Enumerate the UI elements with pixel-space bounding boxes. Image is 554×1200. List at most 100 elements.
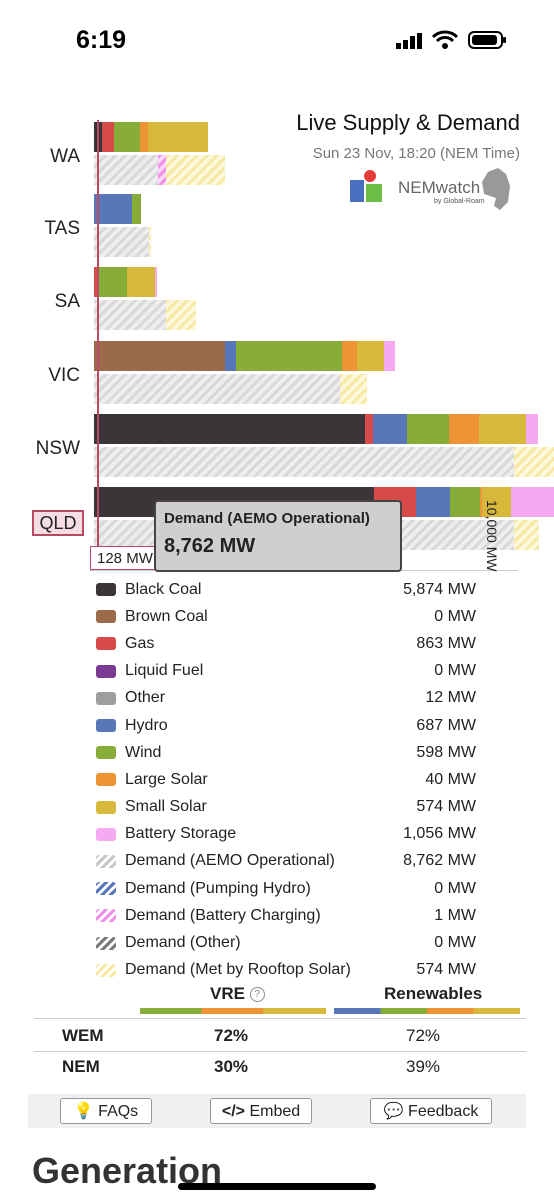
region-label-nsw[interactable]: NSW (35, 438, 80, 459)
legend-item[interactable]: Battery Storage 1,056 MW (96, 821, 476, 848)
legend-value: 574 MW (416, 961, 476, 979)
bar-vic-large-solar[interactable] (342, 341, 357, 371)
legend-swatch (96, 746, 116, 760)
legend-value: 598 MW (416, 743, 476, 761)
demand-bar-wa[interactable] (166, 155, 226, 185)
legend-swatch (96, 909, 116, 923)
bar-nsw-gas[interactable] (365, 414, 373, 444)
bar-wa-gas[interactable] (101, 122, 115, 152)
bar-wa-small-solar[interactable] (148, 122, 208, 152)
legend-value: 574 MW (416, 798, 476, 816)
bar-vic-battery-storage[interactable] (384, 341, 396, 371)
legend-item[interactable]: Brown Coal 0 MW (96, 603, 476, 630)
legend-item[interactable]: Other 12 MW (96, 685, 476, 712)
help-icon[interactable]: ? (249, 987, 265, 1002)
legend-label: Black Coal (125, 580, 202, 598)
bar-sa-small-solar[interactable] (127, 267, 155, 297)
demand-bar-nsw[interactable] (94, 447, 514, 477)
legend-label: Gas (125, 634, 155, 652)
bar-qld-hydro[interactable] (416, 487, 451, 517)
bar-qld-battery-storage[interactable] (511, 487, 554, 517)
bar-nsw-wind[interactable] (406, 414, 450, 444)
bar-sa-gas[interactable] (94, 267, 98, 297)
legend-value: 0 MW (434, 607, 476, 625)
signal-icon (396, 33, 422, 49)
bar-qld-small-solar[interactable] (481, 487, 512, 517)
legend-label: Brown Coal (125, 607, 208, 625)
legend-item[interactable]: Large Solar 40 MW (96, 766, 476, 793)
demand-bar-tas[interactable] (149, 227, 152, 257)
legend-item[interactable]: Liquid Fuel 0 MW (96, 658, 476, 685)
demand-bar-wa[interactable] (94, 155, 158, 185)
logo-text: NEMwatch (398, 178, 481, 197)
bar-vic-wind[interactable] (236, 341, 343, 371)
renewables-colorbar (334, 1008, 520, 1014)
bar-wa-wind[interactable] (114, 122, 140, 152)
legend-item[interactable]: Demand (AEMO Operational) 8,762 MW (96, 848, 476, 875)
legend-value: 0 MW (434, 934, 476, 952)
bar-vic-small-solar[interactable] (356, 341, 385, 371)
tooltip-value: 8,762 MW (164, 535, 256, 557)
demand-bar-sa[interactable] (94, 300, 167, 330)
bar-sa-battery-storage[interactable] (154, 267, 157, 297)
legend-item[interactable]: Black Coal 5,874 MW (96, 576, 476, 603)
renewables-header: Renewables (384, 984, 483, 1003)
region-label-sa[interactable]: SA (54, 291, 80, 312)
legend-label: Hydro (125, 716, 168, 734)
bar-nsw-small-solar[interactable] (478, 414, 526, 444)
feedback-button[interactable]: 💬 Feedback (370, 1098, 492, 1124)
vre-header: VRE ? (210, 984, 265, 1004)
legend-swatch (96, 610, 116, 624)
demand-bar-nsw[interactable] (513, 447, 554, 477)
demand-bar-vic[interactable] (339, 374, 368, 404)
legend-label: Large Solar (125, 770, 208, 788)
legend-item[interactable]: Demand (Met by Rooftop Solar) 574 MW (96, 957, 476, 984)
legend-swatch (96, 827, 116, 841)
vre-colorbar (140, 1008, 326, 1014)
legend-value: 8,762 MW (403, 852, 476, 870)
bar-qld-large-solar[interactable] (479, 487, 482, 517)
legend-label: Demand (Pumping Hydro) (125, 879, 311, 897)
bar-nsw-black-coal[interactable] (94, 414, 366, 444)
demand-bar-vic[interactable] (94, 374, 340, 404)
region-label-tas[interactable]: TAS (44, 218, 80, 239)
demand-bar-tas[interactable] (94, 227, 150, 257)
code-icon: </> (221, 1103, 245, 1120)
legend-label: Wind (125, 743, 162, 761)
legend-value: 12 MW (425, 689, 476, 707)
nemwatch-logo[interactable]: NEMwatch by Global-Roam (350, 168, 525, 214)
bar-nsw-hydro[interactable] (372, 414, 407, 444)
legend-item[interactable]: Demand (Battery Charging) 1 MW (96, 902, 476, 929)
region-label-wa[interactable]: WA (50, 146, 80, 167)
legend-item[interactable]: Hydro 687 MW (96, 712, 476, 739)
legend-label: Small Solar (125, 798, 207, 816)
legend-item[interactable]: Small Solar 574 MW (96, 794, 476, 821)
legend-item[interactable]: Gas 863 MW (96, 630, 476, 657)
bar-tas-wind[interactable] (132, 194, 141, 224)
legend-item[interactable]: Demand (Pumping Hydro) 0 MW (96, 875, 476, 902)
bar-tas-hydro[interactable] (94, 194, 133, 224)
faqs-button[interactable]: 💡 FAQs (60, 1098, 152, 1124)
bar-sa-wind[interactable] (97, 267, 128, 297)
bar-vic-brown-coal[interactable] (94, 341, 226, 371)
legend-value: 1,056 MW (403, 825, 476, 843)
legend-swatch (96, 664, 116, 678)
legend-item[interactable]: Wind 598 MW (96, 739, 476, 766)
bar-nsw-large-solar[interactable] (449, 414, 479, 444)
legend-item[interactable]: Demand (Other) 0 MW (96, 929, 476, 956)
demand-bar-wa[interactable] (157, 155, 167, 185)
legend-label: Demand (AEMO Operational) (125, 852, 335, 870)
demand-bar-qld[interactable] (513, 520, 540, 550)
legend-value: 0 MW (434, 662, 476, 680)
action-bar: 💡 FAQs </> Embed 💬 Feedback (28, 1094, 526, 1128)
demand-bar-sa[interactable] (166, 300, 196, 330)
region-label-vic[interactable]: VIC (48, 365, 80, 386)
legend-swatch (96, 583, 116, 597)
legend-label: Demand (Other) (125, 934, 241, 952)
region-selected-qld[interactable]: QLD (32, 510, 84, 536)
bar-wa-large-solar[interactable] (139, 122, 149, 152)
bar-nsw-battery-storage[interactable] (525, 414, 539, 444)
embed-button[interactable]: </> Embed (210, 1098, 312, 1124)
bar-qld-wind[interactable] (450, 487, 480, 517)
bar-vic-hydro[interactable] (225, 341, 237, 371)
